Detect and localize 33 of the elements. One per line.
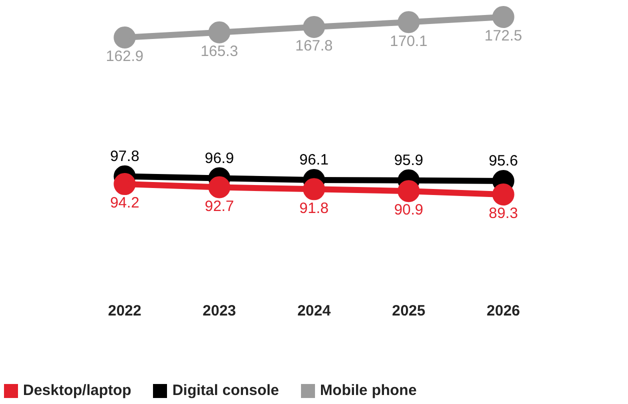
legend-label: Desktop/laptop bbox=[23, 382, 132, 399]
data-label: 165.3 bbox=[200, 43, 238, 60]
data-label: 95.6 bbox=[488, 152, 518, 170]
data-label: 97.8 bbox=[110, 148, 140, 166]
point bbox=[208, 21, 230, 44]
data-label: 96.1 bbox=[299, 152, 329, 169]
data-label: 92.7 bbox=[204, 198, 234, 215]
data-label: 89.3 bbox=[488, 205, 518, 222]
data-label: 167.8 bbox=[295, 38, 333, 55]
point bbox=[398, 180, 420, 202]
legend-label: Mobile phone bbox=[320, 382, 417, 399]
legend-label: Digital console bbox=[172, 382, 280, 399]
data-label: 170.1 bbox=[390, 32, 428, 50]
data-label: 172.5 bbox=[484, 28, 522, 45]
data-label: 91.8 bbox=[299, 200, 329, 217]
x-tick-label: 2024 bbox=[297, 302, 332, 320]
x-tick-label: 2025 bbox=[392, 302, 426, 320]
data-label: 96.9 bbox=[204, 150, 234, 167]
data-label: 162.9 bbox=[106, 48, 144, 66]
x-tick-label: 2026 bbox=[486, 302, 520, 320]
point bbox=[208, 176, 230, 198]
point bbox=[303, 16, 325, 38]
point bbox=[398, 11, 420, 34]
x-tick-label: 2023 bbox=[202, 302, 236, 320]
point bbox=[303, 178, 325, 200]
x-tick-label: 2022 bbox=[108, 302, 142, 320]
data-label: 90.9 bbox=[394, 202, 424, 219]
point bbox=[114, 26, 136, 48]
data-label: 94.2 bbox=[110, 194, 140, 212]
data-label: 95.9 bbox=[394, 152, 424, 170]
point bbox=[492, 6, 514, 28]
point bbox=[492, 184, 514, 206]
point bbox=[114, 173, 136, 196]
